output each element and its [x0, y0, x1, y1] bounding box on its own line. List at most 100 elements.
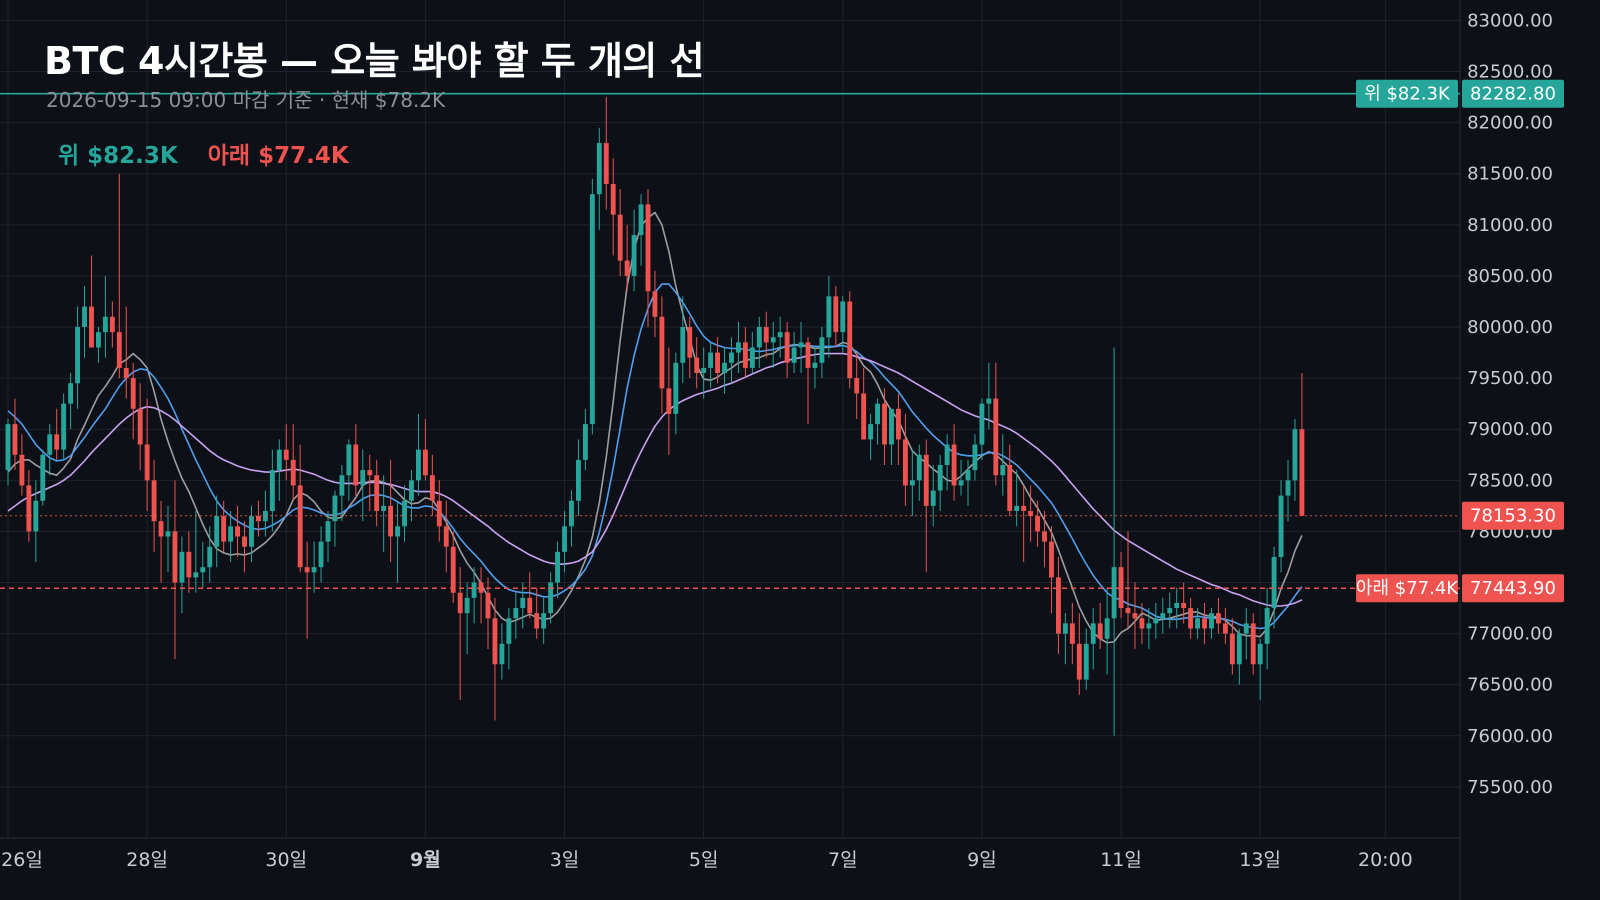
x-tick-label: 13일: [1239, 849, 1281, 871]
candle: [269, 449, 275, 532]
moving-average-line: [7, 352, 1303, 607]
candle: [951, 424, 957, 501]
candle: [1167, 592, 1173, 629]
candle: [624, 224, 630, 292]
candle: [937, 454, 943, 511]
candle-body: [854, 378, 860, 394]
candle: [777, 316, 783, 358]
candle: [687, 316, 693, 379]
candle: [1076, 613, 1082, 695]
candle: [1264, 587, 1270, 670]
candle-body: [1132, 613, 1138, 619]
candle: [652, 270, 658, 338]
candle-body: [1104, 618, 1110, 639]
candle: [471, 567, 477, 624]
candle: [1292, 419, 1298, 501]
candle: [1188, 597, 1194, 639]
candle-body: [214, 516, 220, 547]
candle-body: [868, 424, 874, 440]
candle: [137, 383, 143, 471]
candle-body: [770, 337, 776, 343]
candle: [443, 500, 449, 573]
candle-body: [1174, 602, 1180, 609]
candle-body: [221, 516, 227, 542]
candle: [833, 286, 839, 348]
candle: [1236, 628, 1242, 685]
candle-body: [527, 597, 533, 614]
candle-body: [346, 444, 352, 476]
candle-body: [68, 383, 74, 404]
candle-body: [1195, 618, 1200, 629]
candle-body: [645, 204, 651, 292]
last-price-tag: [1462, 501, 1564, 530]
x-tick-label: 9일: [967, 849, 997, 871]
candle-body: [701, 367, 707, 374]
candle: [339, 464, 345, 522]
candle: [1000, 434, 1006, 496]
candle-body: [916, 454, 922, 481]
candle: [638, 194, 644, 266]
candle-body: [861, 393, 867, 440]
candle: [1202, 602, 1207, 644]
candle-body: [1090, 623, 1096, 644]
candle-body: [1188, 608, 1194, 629]
candle-body: [875, 403, 880, 425]
candle-body: [409, 480, 414, 501]
candle: [416, 413, 421, 496]
candle-body: [360, 470, 366, 486]
candle: [1097, 602, 1103, 649]
candle: [429, 454, 435, 517]
candle: [96, 327, 101, 363]
candle: [958, 459, 964, 496]
candle-body: [54, 434, 60, 450]
candle-body: [388, 505, 394, 537]
y-tick-label: 80000.00: [1467, 317, 1553, 338]
candle-body: [339, 475, 345, 496]
candle-body: [1243, 623, 1249, 634]
candle: [186, 531, 192, 593]
candle: [868, 413, 874, 460]
candle: [144, 398, 150, 511]
candle-body: [436, 500, 442, 527]
candle: [256, 500, 261, 537]
candle-body: [694, 357, 700, 374]
candle-body: [276, 449, 282, 471]
candle-body: [1111, 567, 1117, 619]
candle: [1021, 485, 1027, 563]
x-tick-label: 20:00: [1358, 849, 1413, 871]
candle-body: [422, 449, 428, 476]
x-tick-label: 28일: [126, 849, 168, 871]
candle: [944, 434, 950, 491]
candle: [756, 316, 762, 368]
candle-body: [979, 403, 985, 445]
candle: [666, 347, 672, 455]
candle-body: [457, 592, 463, 614]
candle: [861, 367, 867, 440]
candle-body: [541, 613, 547, 629]
candle: [172, 480, 178, 660]
y-tick-label: 80500.00: [1467, 266, 1553, 287]
candle-body: [1118, 567, 1124, 609]
candle-body: [499, 643, 505, 665]
candle-body: [680, 327, 686, 363]
candle-body: [297, 485, 303, 568]
candle-body: [1222, 623, 1228, 634]
candle: [47, 424, 53, 476]
candle-body: [1125, 608, 1131, 614]
candle: [562, 510, 567, 573]
candle: [109, 301, 115, 348]
candle-body: [631, 235, 637, 276]
candle: [715, 337, 720, 384]
candle-body: [1069, 623, 1075, 644]
candle: [1042, 510, 1047, 568]
candle-body: [659, 316, 665, 389]
candle: [749, 332, 755, 374]
candle-body: [1216, 613, 1221, 624]
x-axis-ticks: 26일 28일 30일 9월 3일 5일 7일 9일 11일 13일 20:00: [1, 849, 1413, 871]
candle-body: [986, 398, 992, 404]
candle-body: [1014, 505, 1020, 511]
candle: [784, 321, 790, 379]
candle-body: [450, 546, 456, 593]
